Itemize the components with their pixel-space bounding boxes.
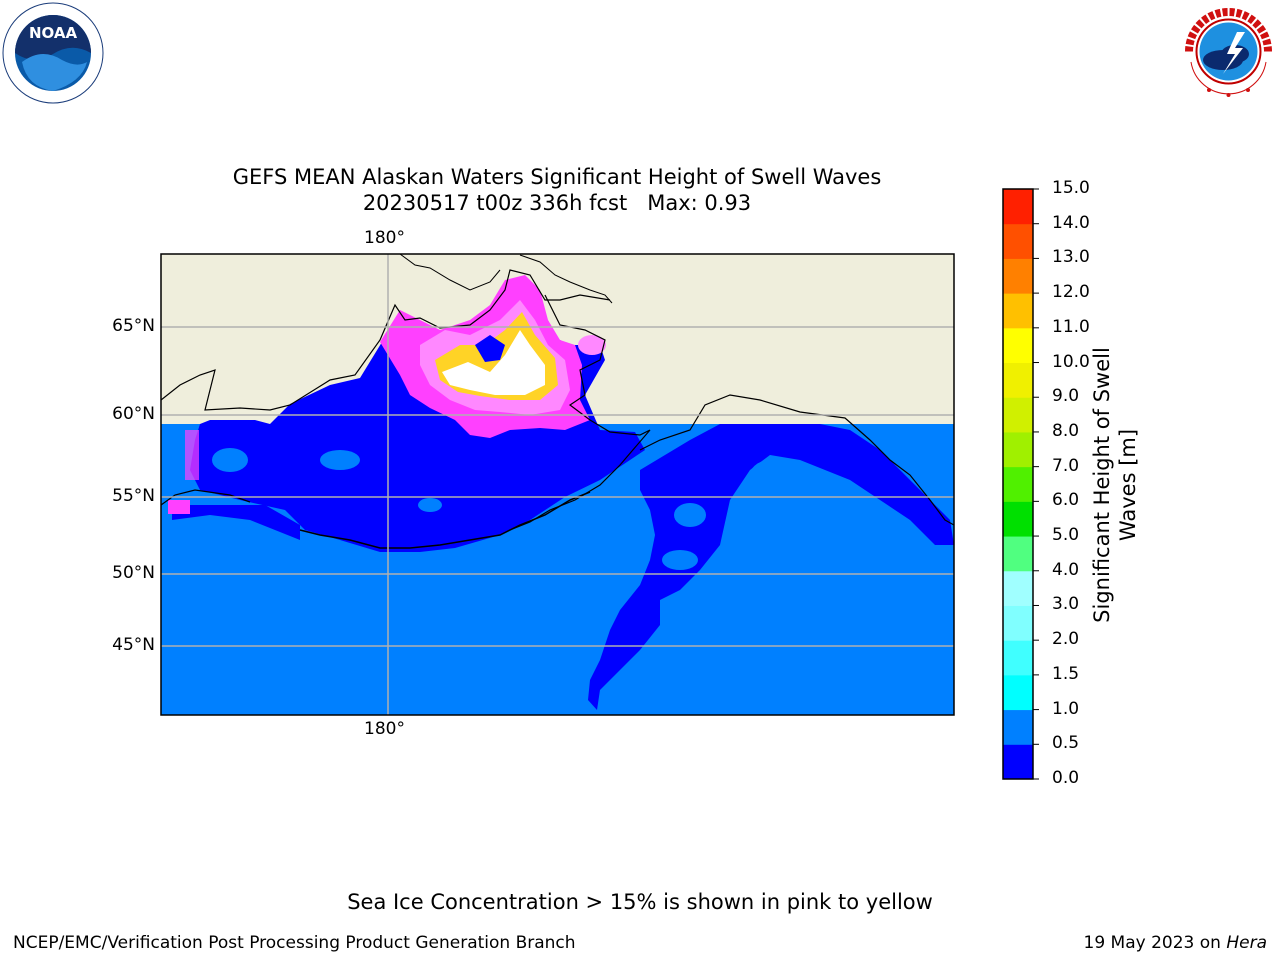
swell-patch xyxy=(662,550,698,570)
coastline-siberia xyxy=(161,269,611,411)
sea-ice-edge xyxy=(168,500,190,514)
colorbar-band xyxy=(1003,327,1033,364)
colorbar-band xyxy=(1003,640,1033,676)
gulf-alaska-swell-0-0.5 xyxy=(588,424,954,710)
colorbar-tick-label: 3.0 xyxy=(1052,594,1080,615)
colorbar-tick-label: 14.0 xyxy=(1052,212,1090,233)
colorbar-tick-label: 15.0 xyxy=(1052,178,1090,198)
colorbar-tick-label: 12.0 xyxy=(1052,282,1090,303)
colorbar-band xyxy=(1003,189,1033,225)
colorbar-band xyxy=(1003,674,1033,711)
colorbar-tick-label: 5.0 xyxy=(1052,525,1080,546)
colorbar-band xyxy=(1003,536,1033,572)
colorbar-band xyxy=(1003,223,1033,259)
colorbar-tick-label: 6.0 xyxy=(1052,490,1080,511)
colorbar-tick-label: 0.5 xyxy=(1052,733,1080,754)
footer-credit: NCEP/EMC/Verification Post Processing Pr… xyxy=(13,933,576,953)
colorbar-band xyxy=(1003,397,1033,433)
coastline-alaska-west xyxy=(509,294,651,531)
colorbar-frame xyxy=(1002,188,1034,780)
lat-label-60: 60°N xyxy=(112,404,155,424)
colorbar-band xyxy=(1003,744,1033,780)
sea-ice-edge xyxy=(185,430,199,480)
swell-patch xyxy=(748,460,792,500)
sea-ice-core-no-data xyxy=(442,330,545,395)
colorbar-tick-label: 4.0 xyxy=(1052,559,1080,580)
colorbar-tick-label: 13.0 xyxy=(1052,247,1090,268)
lon-label-top: 180° xyxy=(364,228,405,248)
colorbar-label: Significant Height of Swell Waves [m] xyxy=(1090,347,1140,623)
aleutian-ridge-swell-0-0.5 xyxy=(172,500,300,540)
lon-label-bottom: 180° xyxy=(364,719,405,739)
lat-label-65: 65°N xyxy=(112,316,155,336)
colorbar-tick-label: 1.5 xyxy=(1052,663,1080,684)
noaa-logo: NOAA xyxy=(2,2,104,104)
colorbar-band xyxy=(1003,501,1033,537)
swell-patch xyxy=(674,503,706,527)
swell-patch xyxy=(320,450,360,470)
colorbar-tick-label: 9.0 xyxy=(1052,386,1080,407)
colorbar-tick-label: 10.0 xyxy=(1052,351,1090,372)
coastline-norton xyxy=(519,254,613,304)
swell-patch xyxy=(212,448,248,472)
colorbar-band xyxy=(1003,431,1033,468)
lat-label-45: 45°N xyxy=(112,635,155,655)
footer-host: Hera xyxy=(1226,933,1267,953)
title-line-2: 20230517 t00z 336h fcst Max: 0.93 xyxy=(362,191,752,215)
colorbar-tick-label: 1.0 xyxy=(1052,698,1080,719)
colorbar-band xyxy=(1003,605,1033,641)
nws-logo xyxy=(1179,2,1278,101)
colorbar-band xyxy=(1003,258,1033,294)
colorbar-tick-label: 0.0 xyxy=(1052,768,1080,788)
lat-label-50: 50°N xyxy=(112,563,155,583)
title-line-1: GEFS MEAN Alaskan Waters Significant Hei… xyxy=(232,165,882,189)
colorbar-band xyxy=(1003,709,1033,745)
colorbar-band xyxy=(1003,570,1033,606)
lat-label-55: 55°N xyxy=(112,486,155,506)
noaa-logo-text: NOAA xyxy=(29,24,78,42)
colorbar xyxy=(1002,188,1039,780)
coastline-aleutians xyxy=(299,491,591,549)
colorbar-tick-label: 2.0 xyxy=(1052,629,1080,650)
graticule xyxy=(161,254,954,715)
footer-date-text: 19 May 2023 on xyxy=(1083,933,1227,953)
map-frame xyxy=(160,253,955,716)
footer-date: 19 May 2023 on Hera xyxy=(1084,933,1268,953)
chart-title: GEFS MEAN Alaskan Waters Significant Hei… xyxy=(160,164,954,216)
colorbar-band xyxy=(1003,466,1033,502)
sea-ice-patch xyxy=(578,335,606,355)
sea-ice-note: Sea Ice Concentration > 15% is shown in … xyxy=(347,890,933,914)
swell-patch xyxy=(418,498,442,512)
colorbar-tick-label: 7.0 xyxy=(1052,455,1080,476)
colorbar-band xyxy=(1003,362,1033,398)
colorbar-band xyxy=(1003,293,1033,329)
sea-ice-open-water xyxy=(475,335,505,362)
colorbar-tick-label: 8.0 xyxy=(1052,420,1080,441)
colorbar-tick-label: 11.0 xyxy=(1052,316,1090,337)
coastline-chukotka xyxy=(399,254,501,291)
